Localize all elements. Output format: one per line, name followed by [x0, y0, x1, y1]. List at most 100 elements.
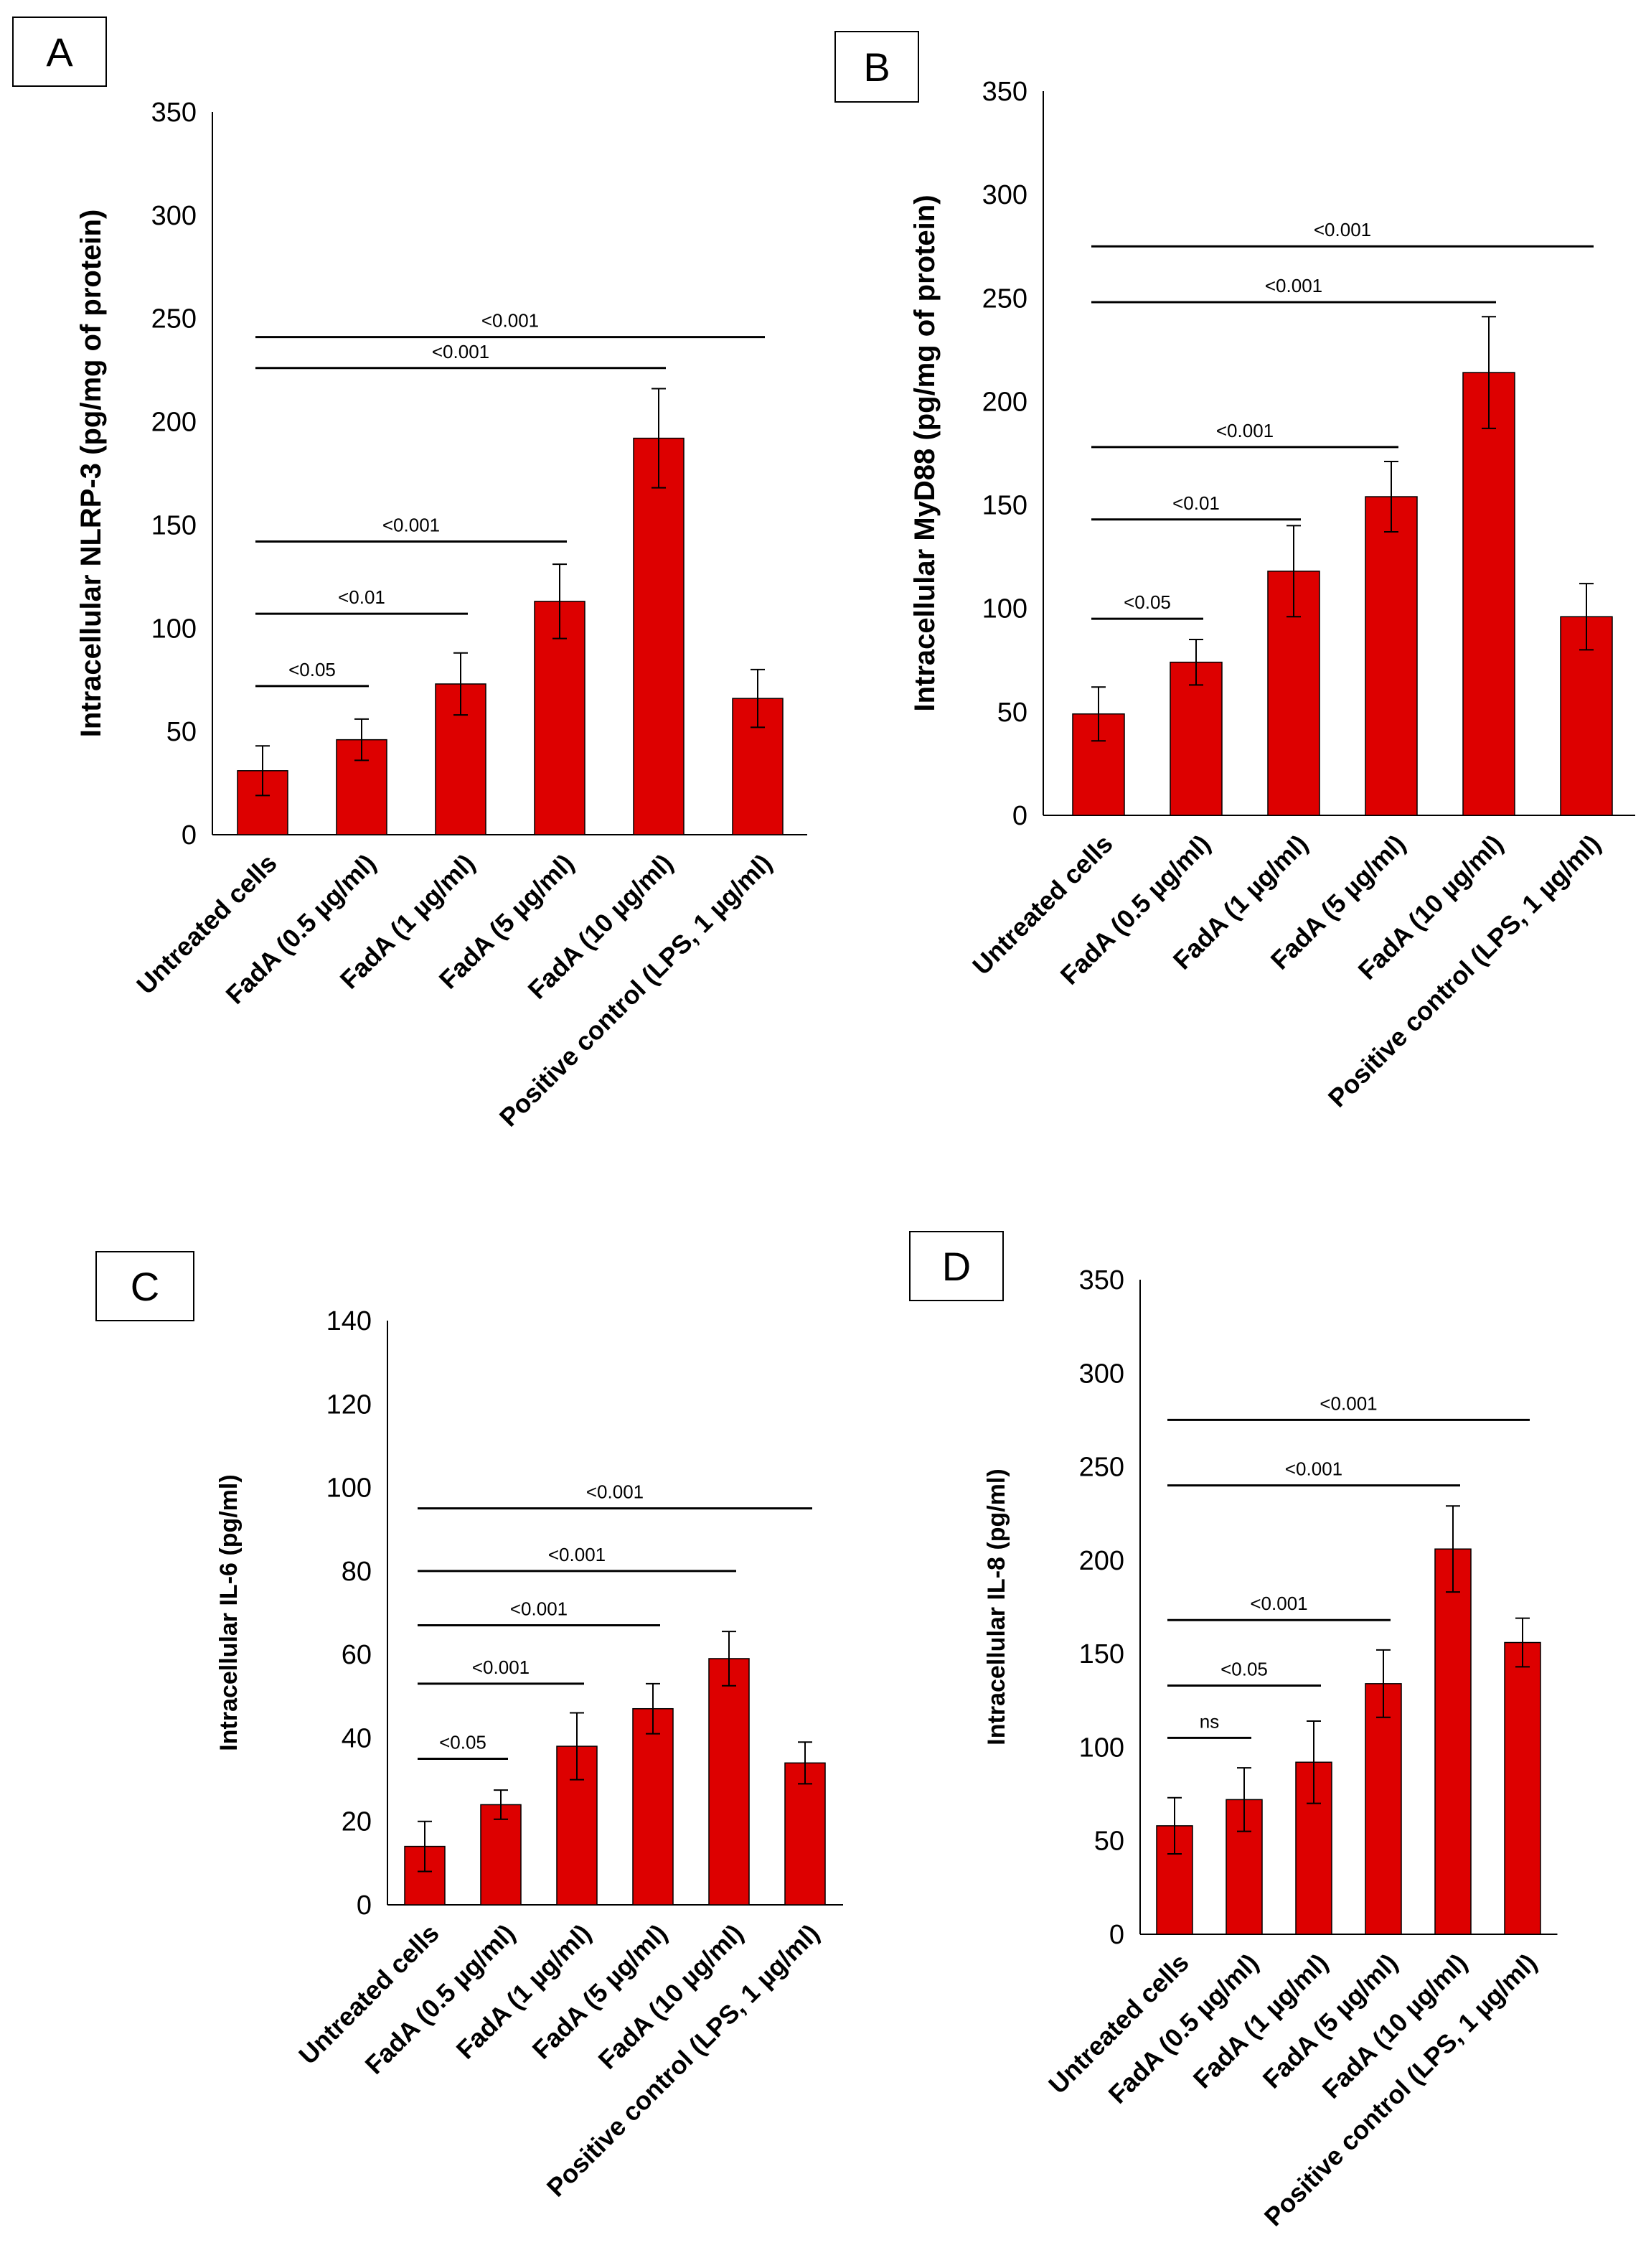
significance-label: <0.01 — [1172, 492, 1220, 514]
significance-label: <0.001 — [510, 1598, 568, 1619]
panel-b: B 0 50 100 150 200 250 300 350 Intracellular MyD8… — [834, 31, 1635, 1113]
error-bar — [798, 1741, 812, 1785]
y-tick-label: 0 — [357, 1890, 372, 1921]
y-tick-label: 140 — [326, 1306, 372, 1336]
panel-label-box — [909, 1231, 1004, 1301]
y-tick-label: 300 — [151, 201, 197, 231]
y-tick-label: 40 — [342, 1723, 372, 1753]
panel-c: C 0 20 40 60 80 100 120 140 Intracellular IL-6 (p… — [95, 1251, 843, 2203]
error-bar — [552, 563, 567, 639]
y-tick-label: 0 — [1109, 1920, 1124, 1950]
bar — [1504, 1641, 1541, 1935]
y-tick-label: 350 — [982, 77, 1027, 107]
y-tick-label: 50 — [1094, 1827, 1124, 1857]
y-tick-label: 120 — [326, 1390, 372, 1420]
error-bar — [354, 718, 369, 762]
significance-label: <0.001 — [382, 514, 440, 535]
y-tick-label: 150 — [151, 510, 197, 540]
error-bar — [1446, 1505, 1460, 1593]
y-axis-label: Intracellular MyD88 (pg/mg of protein) — [909, 195, 941, 711]
significance-label: <0.001 — [1285, 1458, 1342, 1480]
error-bar — [1091, 686, 1106, 742]
error-bar — [722, 1631, 736, 1687]
significance-label: <0.001 — [1320, 1392, 1377, 1414]
panel-label: B — [863, 44, 890, 90]
significance-label: <0.01 — [338, 586, 385, 608]
category-label: FadA (1 µg/ml) — [451, 1918, 597, 2065]
error-bar — [652, 388, 666, 489]
y-tick-label: 250 — [1079, 1453, 1124, 1483]
y-tick-label: 150 — [1079, 1639, 1124, 1669]
panel-label-box — [834, 31, 919, 103]
y-tick-label: 350 — [1079, 1265, 1124, 1295]
panel-label: D — [942, 1244, 971, 1289]
panel-label: C — [131, 1264, 159, 1309]
category-label: Positive control (LPS, 1 µg/ml) — [541, 1918, 825, 2203]
y-tick-label: 250 — [982, 284, 1027, 314]
y-tick-label: 200 — [151, 408, 197, 438]
error-bar — [494, 1789, 508, 1820]
error-bar — [1189, 638, 1203, 686]
error-bar — [1482, 316, 1496, 429]
y-tick-label: 100 — [982, 594, 1027, 624]
y-tick-label: 20 — [342, 1807, 372, 1837]
significance-label: <0.001 — [1216, 420, 1274, 441]
error-bar — [418, 1820, 432, 1873]
y-tick-label: 300 — [982, 180, 1027, 210]
y-tick-label: 0 — [1012, 801, 1027, 831]
y-tick-label: 300 — [1079, 1359, 1124, 1389]
y-axis-label: Intracellular IL-8 (pg/ml) — [983, 1468, 1010, 1745]
error-bar — [255, 745, 270, 797]
significance-label: <0.05 — [288, 659, 336, 680]
bar — [633, 437, 685, 835]
y-tick-label: 100 — [1079, 1733, 1124, 1763]
bar — [1365, 1683, 1402, 1935]
panel-label: A — [46, 29, 73, 75]
significance-label: <0.001 — [481, 310, 539, 332]
y-tick-label: 80 — [342, 1557, 372, 1587]
error-bar — [1237, 1767, 1251, 1832]
error-bar — [1384, 461, 1398, 533]
bar — [1434, 1548, 1472, 1935]
y-tick-label: 60 — [342, 1640, 372, 1670]
panel-label-box — [12, 17, 107, 87]
significance-label: ns — [1200, 1710, 1219, 1732]
y-axis-label: Intracellular IL-6 (pg/ml) — [215, 1474, 243, 1751]
y-tick-label: 50 — [997, 698, 1027, 728]
significance-label: <0.001 — [472, 1657, 530, 1678]
y-tick-label: 350 — [151, 98, 197, 128]
significance-label: <0.001 — [1314, 219, 1371, 240]
significance-label: <0.05 — [439, 1732, 486, 1753]
error-bar — [1167, 1796, 1182, 1855]
significance-label: <0.001 — [1265, 275, 1322, 296]
y-tick-label: 200 — [1079, 1546, 1124, 1576]
error-bar — [453, 652, 468, 716]
y-tick-label: 100 — [151, 614, 197, 644]
y-tick-label: 150 — [982, 491, 1027, 521]
significance-label: <0.05 — [1220, 1658, 1268, 1679]
y-tick-label: 200 — [982, 387, 1027, 417]
y-tick-label: 250 — [151, 304, 197, 334]
panel-a: A 0 50 100 150 200 250 300 350 Intracellular NLRP… — [12, 17, 807, 1133]
significance-label: <0.001 — [586, 1481, 644, 1503]
bar — [1072, 713, 1125, 816]
significance-label: <0.001 — [432, 341, 489, 362]
bar — [708, 1658, 750, 1906]
significance-label: <0.05 — [1124, 591, 1171, 613]
bar — [1170, 661, 1223, 816]
bar — [632, 1707, 674, 1906]
significance-label: <0.001 — [1250, 1593, 1307, 1614]
bar — [1365, 496, 1418, 816]
bar — [1462, 372, 1515, 816]
error-bar — [646, 1682, 660, 1735]
error-bar — [1307, 1720, 1321, 1804]
panel-d: D 0 50 100 150 200 250 300 350 Intracellular IL-8… — [909, 1231, 1558, 2232]
error-bar — [1376, 1649, 1391, 1718]
y-axis-label: Intracellular NLRP-3 (pg/mg of protein) — [75, 210, 107, 738]
panel-label-box — [95, 1251, 194, 1321]
category-label: Untreated cells — [293, 1918, 445, 2071]
error-bar — [1287, 525, 1301, 618]
category-label: FadA (5 µg/ml) — [527, 1918, 673, 2065]
error-bar — [1579, 583, 1594, 651]
